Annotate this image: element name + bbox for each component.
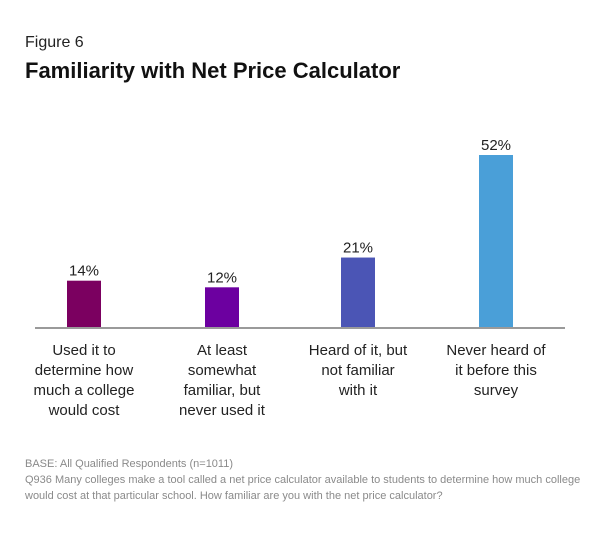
data-label: 14% <box>69 263 99 280</box>
data-label: 21% <box>343 240 373 257</box>
category-label: Never heard of it before this survey <box>446 342 546 399</box>
bar <box>67 280 101 327</box>
footnote-question: Q936 Many colleges make a tool called a … <box>25 474 581 502</box>
bar <box>341 257 375 327</box>
bar <box>479 155 513 327</box>
chart-title: Familiarity with Net Price Calculator <box>25 58 401 83</box>
category-label: At least somewhat familiar, but never us… <box>179 342 265 419</box>
figure-label: Figure 6 <box>25 34 84 51</box>
category-label: Heard of it, but not familiar with it <box>308 342 408 399</box>
data-label: 52% <box>481 137 511 154</box>
bar <box>205 287 239 327</box>
footnote-base: BASE: All Qualified Respondents (n=1011) <box>25 458 234 470</box>
category-label: Used it to determine how much a college … <box>33 342 135 419</box>
data-label: 12% <box>207 269 237 286</box>
